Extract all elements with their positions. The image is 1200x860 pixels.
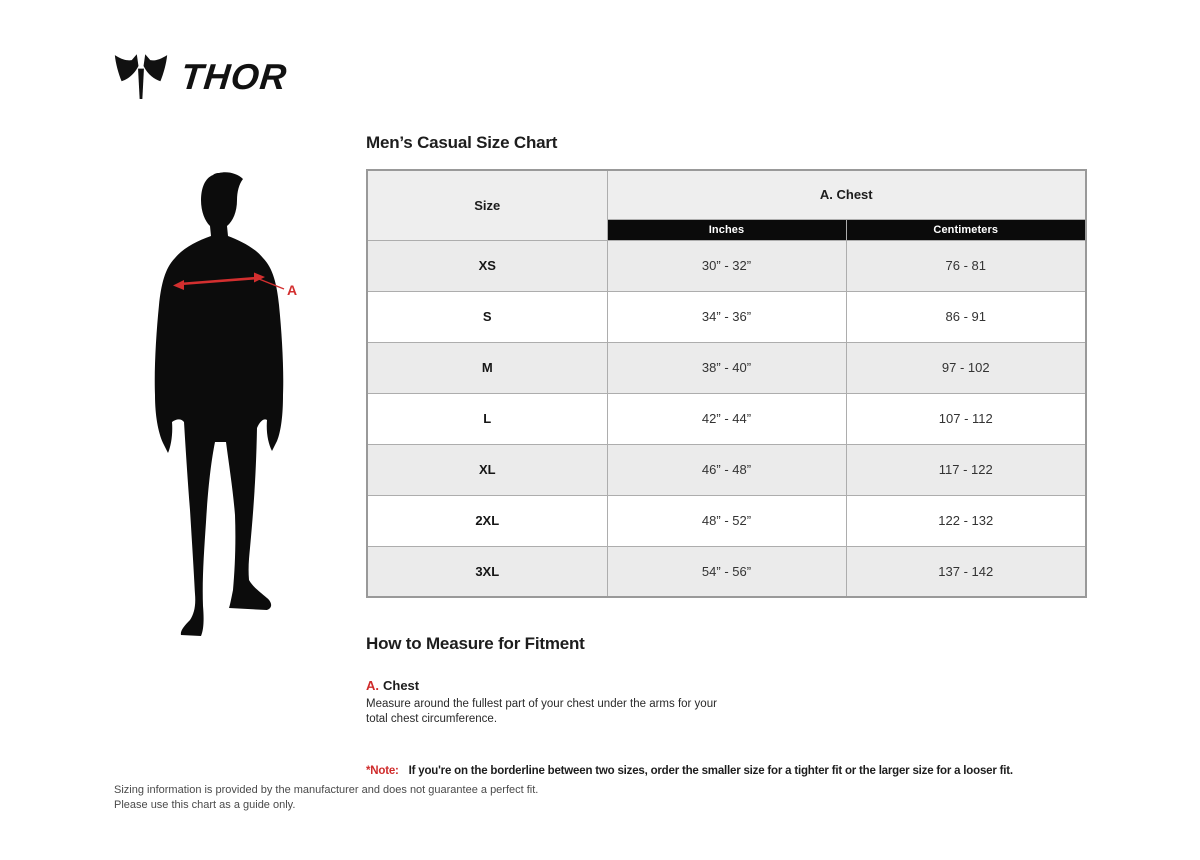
table-row: 3XL 54” - 56” 137 - 142 — [366, 545, 1087, 598]
measurement-name: Chest — [383, 678, 420, 693]
size-chart-table: Size A. Chest Inches Centimeters XS 30” … — [366, 169, 1088, 598]
inches-cell: 30” - 32” — [606, 239, 847, 292]
inches-cell: 42” - 44” — [606, 392, 847, 445]
table-header-size: Size — [366, 169, 608, 241]
centimeters-cell: 76 - 81 — [845, 239, 1087, 292]
inches-cell: 34” - 36” — [606, 290, 847, 343]
centimeters-cell: 107 - 112 — [845, 392, 1087, 445]
table-header-centimeters: Centimeters — [845, 218, 1087, 241]
size-cell: L — [366, 392, 608, 445]
inches-cell: 38” - 40” — [606, 341, 847, 394]
chest-measurement-line: A — [173, 272, 297, 298]
table-row: XL 46” - 48” 117 - 122 — [366, 443, 1087, 496]
chest-marker-label: A — [287, 282, 297, 298]
centimeters-cell: 137 - 142 — [845, 545, 1087, 598]
centimeters-cell: 86 - 91 — [845, 290, 1087, 343]
how-to-title: How to Measure for Fitment — [366, 634, 585, 653]
male-silhouette: A — [154, 172, 297, 636]
centimeters-cell: 97 - 102 — [845, 341, 1087, 394]
table-row: 2XL 48” - 52” 122 - 132 — [366, 494, 1087, 547]
table-row: L 42” - 44” 107 - 112 — [366, 392, 1087, 445]
note-label: *Note: — [366, 765, 399, 777]
table-header-inches: Inches — [606, 218, 847, 241]
note-text: If you're on the borderline between two … — [408, 765, 1013, 777]
thor-logo: THOR — [114, 52, 290, 102]
centimeters-cell: 117 - 122 — [845, 443, 1087, 496]
main-content: Men’s Casual Size Chart Size A. Chest In… — [366, 133, 1088, 777]
measurement-heading: A. Chest — [366, 678, 1085, 693]
table-row: S 34” - 36” 86 - 91 — [366, 290, 1087, 343]
size-cell: XS — [366, 239, 608, 292]
table-header-chest: A. Chest — [606, 169, 1087, 220]
measurement-key: A. — [366, 678, 379, 693]
size-cell: XL — [366, 443, 608, 496]
inches-cell: 46” - 48” — [606, 443, 847, 496]
brand-wordmark: THOR — [178, 56, 290, 97]
size-cell: 3XL — [366, 545, 608, 598]
table-row: XS 30” - 32” 76 - 81 — [366, 239, 1087, 292]
footer-line2: Please use this chart as a guide only. — [114, 799, 296, 811]
body-silhouette-figure: A — [147, 170, 307, 644]
footer-line1: Sizing information is provided by the ma… — [114, 784, 539, 796]
sizing-note: *Note: If you're on the borderline betwee… — [366, 765, 1085, 777]
size-cell: S — [366, 290, 608, 343]
centimeters-cell: 122 - 132 — [845, 494, 1087, 547]
inches-cell: 48” - 52” — [606, 494, 847, 547]
measurement-description: Measure around the fullest part of your … — [366, 698, 717, 725]
size-cell: 2XL — [366, 494, 608, 547]
inches-cell: 54” - 56” — [606, 545, 847, 598]
footer-disclaimer: Sizing information is provided by the ma… — [114, 783, 538, 813]
size-chart-title: Men’s Casual Size Chart — [366, 133, 558, 152]
measurement-item: A. Chest Measure around the fullest part … — [366, 678, 1085, 727]
thor-horns-icon — [114, 54, 168, 99]
size-cell: M — [366, 341, 608, 394]
table-row: M 38” - 40” 97 - 102 — [366, 341, 1087, 394]
